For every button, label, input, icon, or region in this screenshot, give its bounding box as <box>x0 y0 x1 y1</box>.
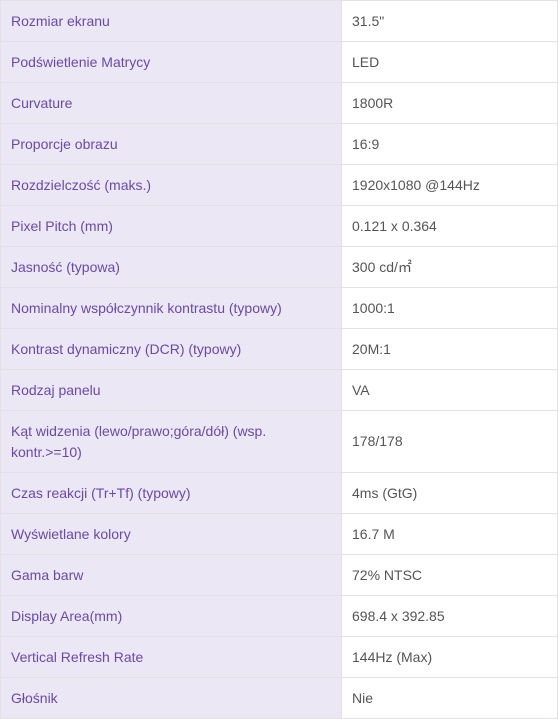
spec-label-curvature: Curvature <box>0 82 342 124</box>
spec-value-refresh-rate: 144Hz (Max) <box>341 636 558 678</box>
spec-label-display-area: Display Area(mm) <box>0 595 342 637</box>
table-row: Kąt widzenia (lewo/prawo;góra/dół) (wsp.… <box>0 410 558 473</box>
table-row: Display Area(mm) 698.4 x 392.85 <box>0 595 558 637</box>
spec-value-backlight: LED <box>341 41 558 83</box>
spec-label-speaker: Głośnik <box>0 677 342 719</box>
spec-value-curvature: 1800R <box>341 82 558 124</box>
table-row: Gama barw 72% NTSC <box>0 554 558 596</box>
spec-value-panel-type: VA <box>341 369 558 411</box>
table-row: Pixel Pitch (mm) 0.121 x 0.364 <box>0 205 558 247</box>
spec-value-dynamic-contrast: 20M:1 <box>341 328 558 370</box>
spec-label-resolution: Rozdzielczość (maks.) <box>0 164 342 206</box>
spec-label-aspect-ratio: Proporcje obrazu <box>0 123 342 165</box>
spec-value-screen-size: 31.5" <box>341 0 558 42</box>
spec-label-display-colors: Wyświetlane kolory <box>0 513 342 555</box>
spec-label-dynamic-contrast: Kontrast dynamiczny (DCR) (typowy) <box>0 328 342 370</box>
spec-value-viewing-angle: 178/178 <box>341 410 558 473</box>
spec-label-screen-size: Rozmiar ekranu <box>0 0 342 42</box>
spec-label-refresh-rate: Vertical Refresh Rate <box>0 636 342 678</box>
spec-value-speaker: Nie <box>341 677 558 719</box>
spec-label-pixel-pitch: Pixel Pitch (mm) <box>0 205 342 247</box>
table-row: Czas reakcji (Tr+Tf) (typowy) 4ms (GtG) <box>0 472 558 514</box>
spec-value-display-colors: 16.7 M <box>341 513 558 555</box>
table-row: Kontrast dynamiczny (DCR) (typowy) 20M:1 <box>0 328 558 370</box>
table-row: Nominalny współczynnik kontrastu (typowy… <box>0 287 558 329</box>
table-row: Rozmiar ekranu 31.5" <box>0 0 558 42</box>
spec-value-brightness: 300 cd/㎡ <box>341 246 558 288</box>
table-row: Podświetlenie Matrycy LED <box>0 41 558 83</box>
spec-label-viewing-angle: Kąt widzenia (lewo/prawo;góra/dół) (wsp.… <box>0 410 342 473</box>
spec-value-resolution: 1920x1080 @144Hz <box>341 164 558 206</box>
spec-value-display-area: 698.4 x 392.85 <box>341 595 558 637</box>
table-row: Wyświetlane kolory 16.7 M <box>0 513 558 555</box>
table-row: Curvature 1800R <box>0 82 558 124</box>
spec-label-brightness: Jasność (typowa) <box>0 246 342 288</box>
table-row: Głośnik Nie <box>0 677 558 719</box>
table-row: Vertical Refresh Rate 144Hz (Max) <box>0 636 558 678</box>
spec-value-response-time: 4ms (GtG) <box>341 472 558 514</box>
spec-value-pixel-pitch: 0.121 x 0.364 <box>341 205 558 247</box>
spec-value-color-gamut: 72% NTSC <box>341 554 558 596</box>
table-row: Proporcje obrazu 16:9 <box>0 123 558 165</box>
spec-label-panel-type: Rodzaj panelu <box>0 369 342 411</box>
table-row: Rodzaj panelu VA <box>0 369 558 411</box>
spec-value-aspect-ratio: 16:9 <box>341 123 558 165</box>
spec-label-backlight: Podświetlenie Matrycy <box>0 41 342 83</box>
spec-label-contrast-ratio: Nominalny współczynnik kontrastu (typowy… <box>0 287 342 329</box>
spec-value-contrast-ratio: 1000:1 <box>341 287 558 329</box>
table-row: Jasność (typowa) 300 cd/㎡ <box>0 246 558 288</box>
spec-label-color-gamut: Gama barw <box>0 554 342 596</box>
table-row: Rozdzielczość (maks.) 1920x1080 @144Hz <box>0 164 558 206</box>
spec-label-response-time: Czas reakcji (Tr+Tf) (typowy) <box>0 472 342 514</box>
